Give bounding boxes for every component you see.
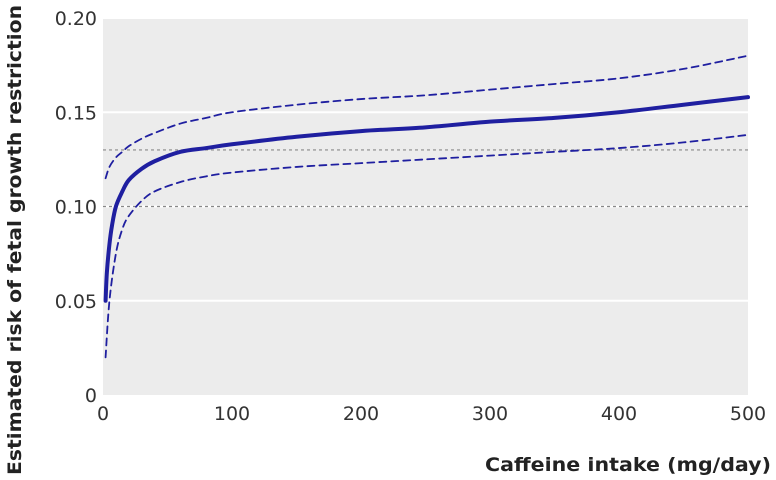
- x-axis-ticks: 0 100 200 300 400 500: [97, 403, 766, 425]
- gridlines: [103, 17, 748, 302]
- x-tick-label: 500: [730, 403, 766, 425]
- x-tick-label: 300: [472, 403, 508, 425]
- x-axis-title: Caffeine intake (mg/day): [485, 454, 771, 476]
- x-tick-label: 400: [601, 403, 637, 425]
- x-tick-label: 100: [214, 403, 250, 425]
- x-tick-label: 0: [97, 403, 109, 425]
- y-tick-label: 0.05: [55, 291, 97, 313]
- y-axis-ticks: 0 0.05 0.10 0.15 0.20: [55, 8, 97, 407]
- y-tick-label: 0.15: [55, 102, 97, 124]
- x-tick-label: 200: [343, 403, 379, 425]
- series-layer: [103, 54, 750, 359]
- lower-ci-line: [104, 133, 749, 359]
- y-axis-title: Estimated risk of fetal growth restricti…: [4, 5, 26, 475]
- y-tick-label: 0: [85, 385, 97, 407]
- y-tick-label: 0.20: [55, 8, 97, 30]
- y-tick-label: 0.10: [55, 197, 97, 219]
- estimate-line: [103, 95, 750, 303]
- upper-ci-line: [104, 54, 749, 180]
